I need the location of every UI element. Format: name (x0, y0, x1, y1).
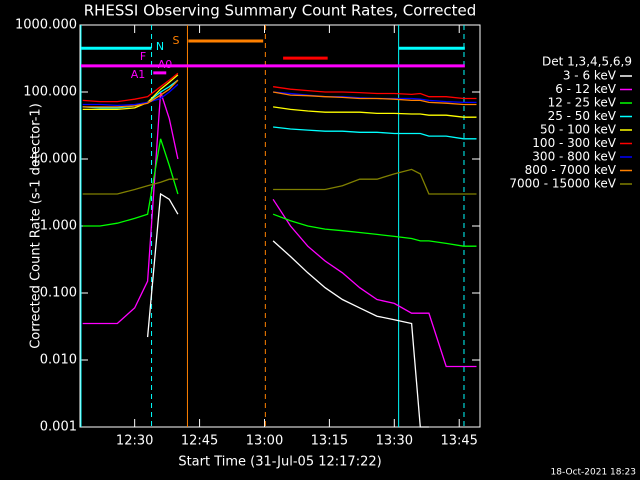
x-tick-label: 13:15 (311, 434, 348, 449)
x-tick-label: 12:45 (181, 434, 218, 449)
legend-label: 100 - 300 keV (532, 136, 616, 150)
y-tick-label: 0.010 (40, 353, 77, 368)
flag-label: S (173, 34, 180, 47)
x-tick-label: 12:30 (116, 434, 153, 449)
legend-label: 6 - 12 keV (555, 82, 617, 96)
y-tick-label: 1.000 (40, 219, 77, 234)
x-tick-label: 13:30 (376, 434, 413, 449)
y-tick-label: 100.000 (23, 85, 77, 100)
legend-title: Det 1,3,4,5,6,9 (542, 55, 632, 69)
y-tick-label: 1000.000 (15, 18, 77, 33)
series-line (82, 79, 477, 108)
series-line (82, 79, 477, 140)
x-tick-label: 13:45 (440, 434, 477, 449)
y-tick-label: 10.000 (32, 152, 78, 167)
x-tick-label: 13:00 (246, 434, 283, 449)
legend-label: 25 - 50 keV (548, 109, 617, 123)
series-line (82, 138, 477, 247)
x-axis-label: Start Time (31-Jul-05 12:17:22) (178, 455, 381, 470)
legend-label: 50 - 100 keV (540, 123, 617, 137)
series-line (82, 168, 477, 195)
legend-label: 300 - 800 keV (532, 150, 616, 164)
flag-label: A1 (131, 68, 146, 81)
legend-label: 800 - 7000 keV (525, 163, 617, 177)
series-line (82, 72, 477, 103)
flag-label: N (156, 40, 164, 53)
legend-label: 7000 - 15000 keV (509, 177, 616, 191)
flag-label: A0 (158, 58, 173, 71)
legend-label: 3 - 6 keV (563, 69, 617, 83)
flag-label: F (140, 50, 146, 63)
y-tick-label: 0.100 (40, 286, 77, 301)
y-axis-label: Corrected Count Rate (s-1 detector-1) (29, 103, 44, 349)
footer: 18-Oct-2021 18:23 (551, 468, 636, 478)
y-tick-label: 0.001 (40, 420, 77, 435)
legend-label: 12 - 25 keV (548, 96, 617, 110)
series-line (146, 192, 429, 428)
plot-frame (79, 24, 481, 428)
series-line (82, 91, 477, 368)
chart-title: RHESSI Observing Summary Count Rates, Co… (84, 2, 477, 20)
series-line (82, 74, 477, 118)
